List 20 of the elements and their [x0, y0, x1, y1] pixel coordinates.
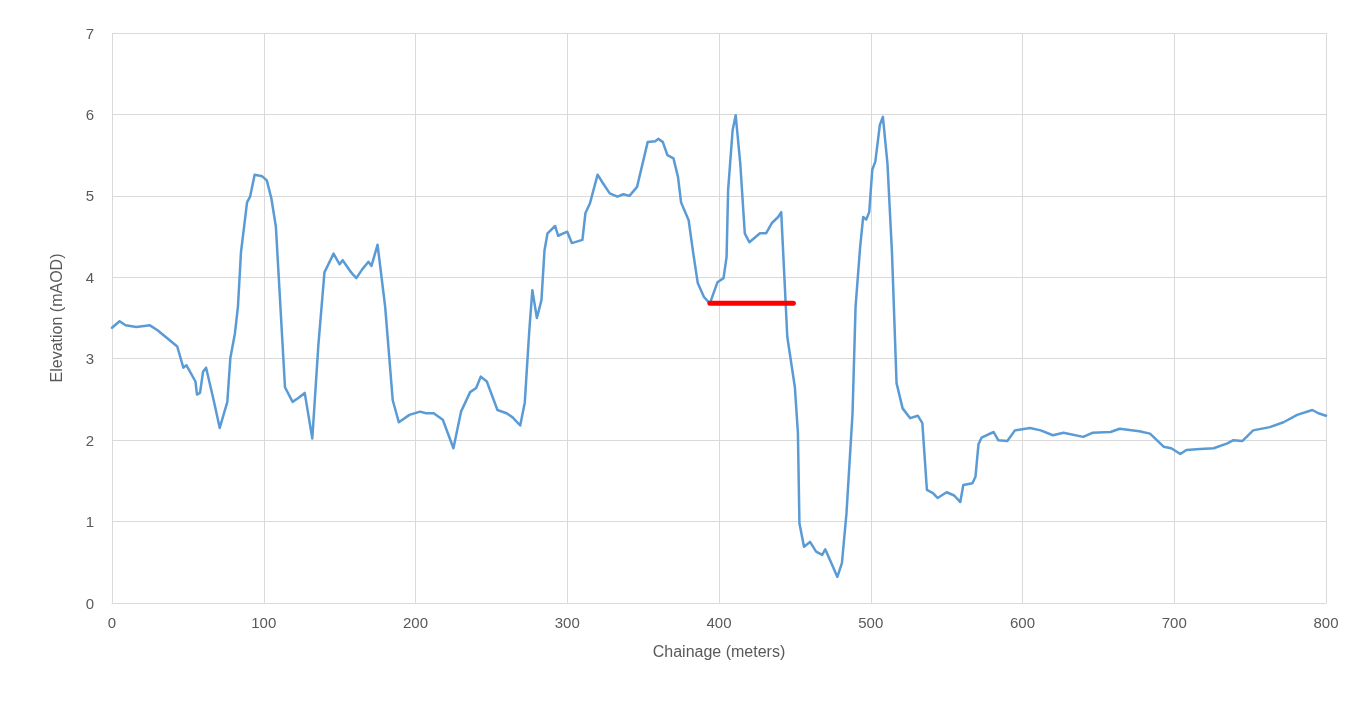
x-tick-label: 500: [858, 614, 884, 631]
x-tick-label: 800: [1313, 614, 1339, 631]
x-tick-label: 100: [251, 614, 277, 631]
y-tick-label: 0: [85, 594, 94, 612]
x-tick-label: 400: [706, 614, 732, 631]
y-tick-label: 3: [85, 350, 94, 368]
x-tick-label: 0: [107, 614, 117, 631]
y-axis-title: Elevation (mAOD): [47, 253, 65, 383]
y-tick-label: 4: [85, 268, 94, 286]
x-axis-title: Chainage (meters): [652, 642, 786, 660]
x-tick-label: 300: [554, 614, 580, 631]
x-tick-label: 600: [1009, 614, 1036, 631]
y-tick-label: 5: [85, 187, 94, 205]
x-tick-label: 700: [1161, 614, 1187, 631]
y-tick-label: 7: [85, 24, 94, 42]
y-tick-label: 6: [85, 105, 94, 123]
y-tick-label: 2: [85, 431, 94, 449]
line-series: [110, 113, 1328, 579]
y-tick-label: 1: [85, 513, 94, 531]
x-tick-label: 200: [402, 614, 429, 631]
